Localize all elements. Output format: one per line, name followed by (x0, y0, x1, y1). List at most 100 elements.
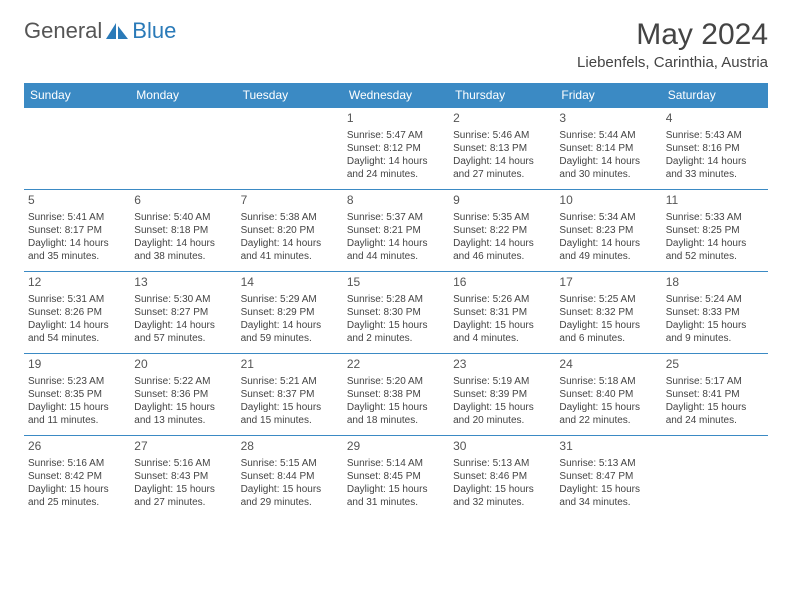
calendar-cell: 10Sunrise: 5:34 AMSunset: 8:23 PMDayligh… (555, 190, 661, 272)
calendar-head: SundayMondayTuesdayWednesdayThursdayFrid… (24, 83, 768, 108)
calendar-cell (237, 108, 343, 190)
daylight-line: Daylight: 14 hours and 44 minutes. (347, 237, 445, 263)
calendar-cell: 15Sunrise: 5:28 AMSunset: 8:30 PMDayligh… (343, 272, 449, 354)
sunrise-line: Sunrise: 5:15 AM (241, 457, 339, 470)
day-number: 18 (666, 275, 764, 291)
calendar-cell: 16Sunrise: 5:26 AMSunset: 8:31 PMDayligh… (449, 272, 555, 354)
sunrise-line: Sunrise: 5:20 AM (347, 375, 445, 388)
sunrise-line: Sunrise: 5:16 AM (134, 457, 232, 470)
day-header: Saturday (662, 83, 768, 108)
sunset-line: Sunset: 8:47 PM (559, 470, 657, 483)
sunrise-line: Sunrise: 5:13 AM (559, 457, 657, 470)
day-number: 22 (347, 357, 445, 373)
daylight-line: Daylight: 15 hours and 4 minutes. (453, 319, 551, 345)
daylight-line: Daylight: 14 hours and 57 minutes. (134, 319, 232, 345)
calendar-cell: 1Sunrise: 5:47 AMSunset: 8:12 PMDaylight… (343, 108, 449, 190)
day-number: 1 (347, 111, 445, 127)
day-number: 15 (347, 275, 445, 291)
sunrise-line: Sunrise: 5:46 AM (453, 129, 551, 142)
sunset-line: Sunset: 8:22 PM (453, 224, 551, 237)
sunset-line: Sunset: 8:44 PM (241, 470, 339, 483)
sunset-line: Sunset: 8:33 PM (666, 306, 764, 319)
day-number: 17 (559, 275, 657, 291)
calendar-cell: 24Sunrise: 5:18 AMSunset: 8:40 PMDayligh… (555, 354, 661, 436)
calendar-cell: 9Sunrise: 5:35 AMSunset: 8:22 PMDaylight… (449, 190, 555, 272)
day-number: 7 (241, 193, 339, 209)
sunrise-line: Sunrise: 5:21 AM (241, 375, 339, 388)
day-number: 12 (28, 275, 126, 291)
sunrise-line: Sunrise: 5:38 AM (241, 211, 339, 224)
daylight-line: Daylight: 15 hours and 9 minutes. (666, 319, 764, 345)
calendar-cell: 12 Sunrise: 5:31 AMSunset: 8:26 PMDayligh… (24, 272, 130, 354)
day-header: Tuesday (237, 83, 343, 108)
day-number: 30 (453, 439, 551, 455)
daylight-line: Daylight: 14 hours and 33 minutes. (666, 155, 764, 181)
calendar-row: 19Sunrise: 5:23 AMSunset: 8:35 PMDayligh… (24, 354, 768, 436)
calendar-cell: 6Sunrise: 5:40 AMSunset: 8:18 PMDaylight… (130, 190, 236, 272)
logo-sail-icon (106, 23, 128, 39)
day-header: Thursday (449, 83, 555, 108)
sunset-line: Sunset: 8:20 PM (241, 224, 339, 237)
daylight-line: Daylight: 15 hours and 13 minutes. (134, 401, 232, 427)
daylight-line: Daylight: 14 hours and 30 minutes. (559, 155, 657, 181)
sunrise-line: Sunrise: 5:37 AM (347, 211, 445, 224)
sunset-line: Sunset: 8:36 PM (134, 388, 232, 401)
daylight-line: Daylight: 14 hours and 46 minutes. (453, 237, 551, 263)
day-number: 8 (347, 193, 445, 209)
sunset-line: Sunset: 8:16 PM (666, 142, 764, 155)
sunrise-line: Sunrise: 5:28 AM (347, 293, 445, 306)
sunrise-line: Sunrise: 5:33 AM (666, 211, 764, 224)
daylight-line: Daylight: 15 hours and 15 minutes. (241, 401, 339, 427)
daylight-line: Daylight: 15 hours and 25 minutes. (28, 483, 126, 509)
daylight-line: Daylight: 15 hours and 18 minutes. (347, 401, 445, 427)
calendar-cell: 27Sunrise: 5:16 AMSunset: 8:43 PMDayligh… (130, 436, 236, 518)
calendar-row: 5Sunrise: 5:41 AMSunset: 8:17 PMDaylight… (24, 190, 768, 272)
sunset-line: Sunset: 8:43 PM (134, 470, 232, 483)
day-number: 21 (241, 357, 339, 373)
calendar-cell: 13Sunrise: 5:30 AMSunset: 8:27 PMDayligh… (130, 272, 236, 354)
calendar-cell (130, 108, 236, 190)
location: Liebenfels, Carinthia, Austria (577, 54, 768, 71)
sunrise-line: Sunrise: 5:44 AM (559, 129, 657, 142)
day-number: 28 (241, 439, 339, 455)
daylight-line: Daylight: 15 hours and 6 minutes. (559, 319, 657, 345)
day-number: 19 (28, 357, 126, 373)
sunset-line: Sunset: 8:31 PM (453, 306, 551, 319)
daylight-line: Daylight: 14 hours and 52 minutes. (666, 237, 764, 263)
sunrise-line: Sunrise: 5:41 AM (28, 211, 126, 224)
sunrise-line: Sunrise: 5:31 AM (28, 293, 126, 306)
title-block: May 2024 Liebenfels, Carinthia, Austria (577, 18, 768, 71)
sunrise-line: Sunrise: 5:35 AM (453, 211, 551, 224)
daylight-line: Daylight: 15 hours and 24 minutes. (666, 401, 764, 427)
calendar-cell: 20Sunrise: 5:22 AMSunset: 8:36 PMDayligh… (130, 354, 236, 436)
sunrise-line: Sunrise: 5:40 AM (134, 211, 232, 224)
day-number: 2 (453, 111, 551, 127)
sunrise-line: Sunrise: 5:16 AM (28, 457, 126, 470)
sunset-line: Sunset: 8:17 PM (28, 224, 126, 237)
day-number: 10 (559, 193, 657, 209)
sunset-line: Sunset: 8:26 PM (28, 306, 126, 319)
calendar-cell: 25Sunrise: 5:17 AMSunset: 8:41 PMDayligh… (662, 354, 768, 436)
sunset-line: Sunset: 8:23 PM (559, 224, 657, 237)
sunrise-line: Sunrise: 5:14 AM (347, 457, 445, 470)
sunset-line: Sunset: 8:27 PM (134, 306, 232, 319)
calendar-cell: 23Sunrise: 5:19 AMSunset: 8:39 PMDayligh… (449, 354, 555, 436)
day-number: 25 (666, 357, 764, 373)
daylight-line: Daylight: 14 hours and 54 minutes. (28, 319, 126, 345)
day-number: 20 (134, 357, 232, 373)
sunrise-line: Sunrise: 5:13 AM (453, 457, 551, 470)
daylight-line: Daylight: 15 hours and 11 minutes. (28, 401, 126, 427)
calendar-cell: 26Sunrise: 5:16 AMSunset: 8:42 PMDayligh… (24, 436, 130, 518)
logo: General Blue (24, 18, 176, 44)
sunset-line: Sunset: 8:25 PM (666, 224, 764, 237)
sunrise-line: Sunrise: 5:19 AM (453, 375, 551, 388)
sunrise-line: Sunrise: 5:26 AM (453, 293, 551, 306)
day-number: 13 (134, 275, 232, 291)
daylight-line: Daylight: 14 hours and 27 minutes. (453, 155, 551, 181)
day-number: 14 (241, 275, 339, 291)
logo-text-general: General (24, 18, 102, 44)
daylight-line: Daylight: 15 hours and 27 minutes. (134, 483, 232, 509)
calendar-cell: 2Sunrise: 5:46 AMSunset: 8:13 PMDaylight… (449, 108, 555, 190)
sunset-line: Sunset: 8:39 PM (453, 388, 551, 401)
daylight-line: Daylight: 14 hours and 59 minutes. (241, 319, 339, 345)
